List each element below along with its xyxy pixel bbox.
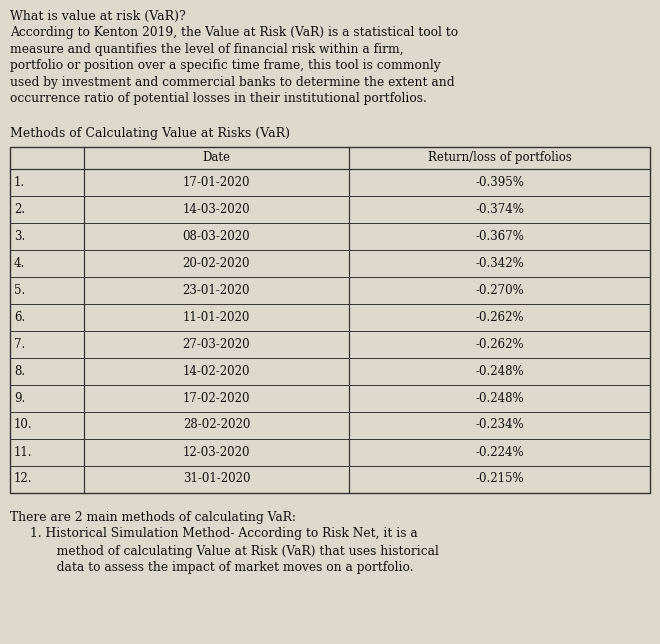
- Text: There are 2 main methods of calculating VaR:: There are 2 main methods of calculating …: [10, 511, 296, 524]
- Text: 5.: 5.: [14, 283, 25, 296]
- Text: Methods of Calculating Value at Risks (VaR): Methods of Calculating Value at Risks (V…: [10, 126, 290, 140]
- Text: 20-02-2020: 20-02-2020: [183, 256, 250, 269]
- Text: 31-01-2020: 31-01-2020: [183, 473, 250, 486]
- Bar: [10, 146, 650, 493]
- Text: 12-03-2020: 12-03-2020: [183, 446, 250, 459]
- Text: 14-02-2020: 14-02-2020: [183, 365, 250, 377]
- Text: -0.342%: -0.342%: [475, 256, 524, 269]
- Text: Return/loss of portfolios: Return/loss of portfolios: [428, 151, 572, 164]
- Text: -0.270%: -0.270%: [475, 283, 524, 296]
- Text: 17-01-2020: 17-01-2020: [183, 176, 250, 189]
- Text: 7.: 7.: [14, 337, 25, 350]
- Text: According to Kenton 2019, the Value at Risk (VaR) is a statistical tool to: According to Kenton 2019, the Value at R…: [10, 26, 458, 39]
- Text: occurrence ratio of potential losses in their institutional portfolios.: occurrence ratio of potential losses in …: [10, 92, 427, 105]
- Text: 3.: 3.: [14, 229, 25, 243]
- Text: data to assess the impact of market moves on a portfolio.: data to assess the impact of market move…: [45, 562, 414, 574]
- Text: 2.: 2.: [14, 202, 25, 216]
- Text: method of calculating Value at Risk (VaR) that uses historical: method of calculating Value at Risk (VaR…: [45, 544, 439, 558]
- Text: 23-01-2020: 23-01-2020: [183, 283, 250, 296]
- Text: -0.234%: -0.234%: [475, 419, 524, 431]
- Text: 11.: 11.: [14, 446, 32, 459]
- Text: -0.367%: -0.367%: [475, 229, 524, 243]
- Text: 17-02-2020: 17-02-2020: [183, 392, 250, 404]
- Text: 28-02-2020: 28-02-2020: [183, 419, 250, 431]
- Text: -0.374%: -0.374%: [475, 202, 524, 216]
- Text: 8.: 8.: [14, 365, 25, 377]
- Text: 11-01-2020: 11-01-2020: [183, 310, 250, 323]
- Text: -0.262%: -0.262%: [475, 310, 524, 323]
- Text: measure and quantifies the level of financial risk within a firm,: measure and quantifies the level of fina…: [10, 43, 404, 55]
- Text: -0.224%: -0.224%: [475, 446, 524, 459]
- Text: 4.: 4.: [14, 256, 25, 269]
- Text: 1.: 1.: [14, 176, 25, 189]
- Text: 08-03-2020: 08-03-2020: [183, 229, 250, 243]
- Text: Date: Date: [203, 151, 230, 164]
- Text: -0.395%: -0.395%: [475, 176, 524, 189]
- Text: used by investment and commercial banks to determine the extent and: used by investment and commercial banks …: [10, 75, 455, 88]
- Text: 9.: 9.: [14, 392, 25, 404]
- Text: -0.215%: -0.215%: [475, 473, 524, 486]
- Text: What is value at risk (VaR)?: What is value at risk (VaR)?: [10, 10, 185, 23]
- Text: -0.262%: -0.262%: [475, 337, 524, 350]
- Text: 27-03-2020: 27-03-2020: [183, 337, 250, 350]
- Text: 6.: 6.: [14, 310, 25, 323]
- Text: 1. Historical Simulation Method- According to Risk Net, it is a: 1. Historical Simulation Method- Accordi…: [30, 527, 418, 540]
- Text: 14-03-2020: 14-03-2020: [183, 202, 250, 216]
- Text: portfolio or position over a specific time frame, this tool is commonly: portfolio or position over a specific ti…: [10, 59, 441, 72]
- Text: -0.248%: -0.248%: [475, 365, 524, 377]
- Text: 10.: 10.: [14, 419, 32, 431]
- Text: -0.248%: -0.248%: [475, 392, 524, 404]
- Text: 12.: 12.: [14, 473, 32, 486]
